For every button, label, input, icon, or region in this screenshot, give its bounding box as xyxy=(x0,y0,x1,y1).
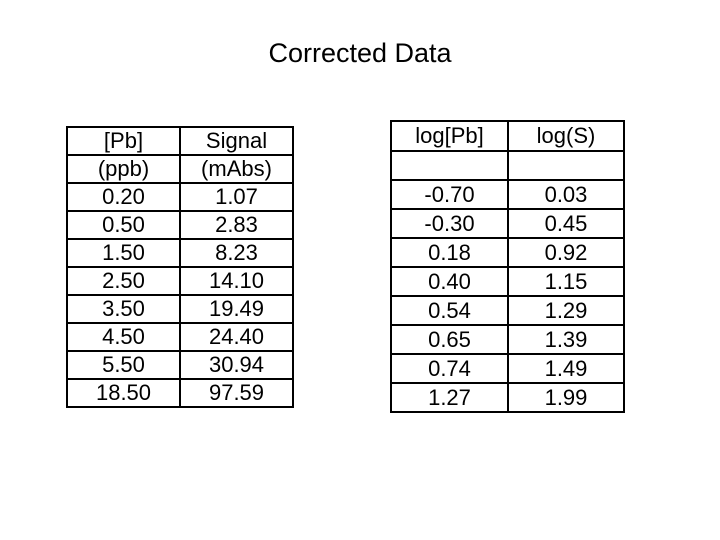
table-cell: 1.07 xyxy=(179,182,294,212)
table-units-row: (ppb) (mAbs) xyxy=(66,154,294,184)
units-cell xyxy=(390,150,509,181)
units-cell: (ppb) xyxy=(66,154,181,184)
table-cell: 19.49 xyxy=(179,294,294,324)
table-cell: 1.39 xyxy=(507,324,625,355)
table-cell: 30.94 xyxy=(179,350,294,380)
units-cell xyxy=(507,150,625,181)
table-cell: 24.40 xyxy=(179,322,294,352)
table-row: 5.50 30.94 xyxy=(66,350,294,380)
table-cell: 0.45 xyxy=(507,208,625,239)
table-units-row xyxy=(390,150,625,181)
table-cell: 4.50 xyxy=(66,322,181,352)
table-cell: 18.50 xyxy=(66,378,181,408)
table-row: 18.50 97.59 xyxy=(66,378,294,408)
table-row: 1.27 1.99 xyxy=(390,382,625,413)
table-row: -0.30 0.45 xyxy=(390,208,625,239)
table-cell: 1.99 xyxy=(507,382,625,413)
table-row: 0.40 1.15 xyxy=(390,266,625,297)
header-cell: log[Pb] xyxy=(390,120,509,152)
header-cell: [Pb] xyxy=(66,126,181,156)
table-cell: 8.23 xyxy=(179,238,294,268)
slide-title: Corrected Data xyxy=(268,38,452,68)
table-row: 0.54 1.29 xyxy=(390,295,625,326)
header-cell: Signal xyxy=(179,126,294,156)
table-cell: 1.15 xyxy=(507,266,625,297)
table-cell: 0.54 xyxy=(390,295,509,326)
table-row: 0.65 1.39 xyxy=(390,324,625,355)
header-cell: log(S) xyxy=(507,120,625,152)
table-cell: -0.30 xyxy=(390,208,509,239)
table-cell: 0.18 xyxy=(390,237,509,268)
table-cell: 2.83 xyxy=(179,210,294,240)
table-cell: 1.50 xyxy=(66,238,181,268)
units-cell: (mAbs) xyxy=(179,154,294,184)
table-row: 1.50 8.23 xyxy=(66,238,294,268)
table-cell: 1.49 xyxy=(507,353,625,384)
table-header-row: [Pb] Signal xyxy=(66,126,294,156)
table-cell: 0.74 xyxy=(390,353,509,384)
table-cell: -0.70 xyxy=(390,179,509,210)
table-cell: 1.29 xyxy=(507,295,625,326)
table-cell: 0.20 xyxy=(66,182,181,212)
log-values-table: log[Pb] log(S) -0.70 0.03 -0.30 0.45 0.1… xyxy=(390,120,625,413)
table-row: 0.74 1.49 xyxy=(390,353,625,384)
table-cell: 0.65 xyxy=(390,324,509,355)
table-cell: 1.27 xyxy=(390,382,509,413)
table-row: -0.70 0.03 xyxy=(390,179,625,210)
table-cell: 0.40 xyxy=(390,266,509,297)
table-row: 3.50 19.49 xyxy=(66,294,294,324)
table-cell: 0.03 xyxy=(507,179,625,210)
table-row: 4.50 24.40 xyxy=(66,322,294,352)
table-row: 0.50 2.83 xyxy=(66,210,294,240)
table-cell: 14.10 xyxy=(179,266,294,296)
table-row: 2.50 14.10 xyxy=(66,266,294,296)
table-cell: 0.92 xyxy=(507,237,625,268)
table-row: 0.18 0.92 xyxy=(390,237,625,268)
table-cell: 0.50 xyxy=(66,210,181,240)
table-cell: 3.50 xyxy=(66,294,181,324)
table-cell: 5.50 xyxy=(66,350,181,380)
table-cell: 97.59 xyxy=(179,378,294,408)
concentration-signal-table: [Pb] Signal (ppb) (mAbs) 0.20 1.07 0.50 … xyxy=(66,126,294,408)
table-row: 0.20 1.07 xyxy=(66,182,294,212)
table-header-row: log[Pb] log(S) xyxy=(390,120,625,152)
table-cell: 2.50 xyxy=(66,266,181,296)
